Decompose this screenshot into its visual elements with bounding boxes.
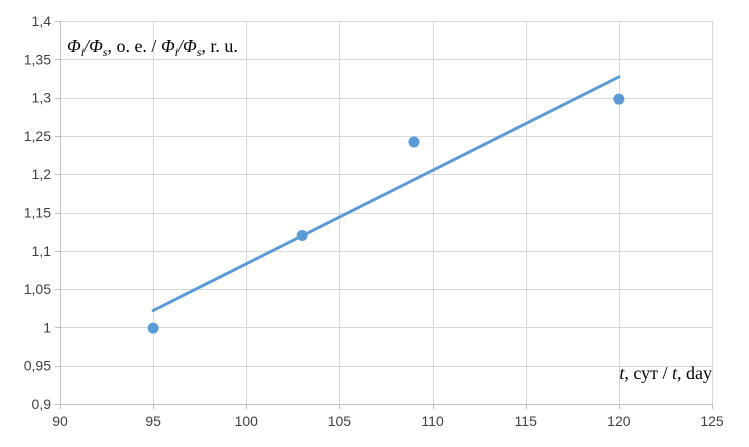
x-tick-label: 125 <box>700 413 724 429</box>
y-tick-label: 1,25 <box>24 128 51 144</box>
trendline <box>151 75 621 313</box>
x-tick-label: 105 <box>328 413 352 429</box>
y-tick-label: 1,3 <box>32 90 52 106</box>
y-title-part: Φ <box>67 36 81 56</box>
x-tick-labels: 90 95 100 105 110 115 120 125 <box>52 413 724 429</box>
y-title-part: Φ <box>183 36 197 56</box>
y-tick-label: 1,4 <box>32 13 52 29</box>
y-title-part: s <box>103 45 108 59</box>
x-tick-label: 100 <box>235 413 259 429</box>
y-tick-label: 1,35 <box>24 51 51 67</box>
data-point <box>147 322 159 334</box>
gridlines <box>60 21 713 404</box>
axes <box>55 21 713 409</box>
x-tick-label: 90 <box>52 413 68 429</box>
trendline-line <box>151 75 621 313</box>
x-tick-label: 115 <box>515 413 538 429</box>
y-title-part: i <box>81 45 84 59</box>
y-tick-labels: 0,9 0,95 1 1,05 1,1 1,15 1,2 1,25 1,3 1,35 1,4 <box>24 13 51 412</box>
y-title-part: / <box>177 36 185 56</box>
x-tick-label: 120 <box>607 413 631 429</box>
x-title-part: t <box>672 363 678 383</box>
x-tick-label: 95 <box>145 413 161 429</box>
x-title-part: t <box>619 363 625 383</box>
data-points <box>147 93 625 334</box>
y-title-part: Φ <box>89 36 103 56</box>
y-tick-label: 1,05 <box>24 281 51 297</box>
y-tick-label: 1,2 <box>32 166 52 182</box>
y-tick-label: 0,9 <box>32 396 52 412</box>
y-title-part: Φ <box>161 36 175 56</box>
y-title-part: , r. u. <box>201 36 238 56</box>
y-tick-label: 1,1 <box>32 243 52 259</box>
y-title-part: , о. е. / <box>107 36 161 56</box>
y-title-part: i <box>175 45 178 59</box>
y-title-part: s <box>197 45 202 59</box>
y-title-part: / <box>83 36 91 56</box>
y-tick-label: 1,15 <box>24 205 51 221</box>
data-point <box>296 229 308 241</box>
x-title-part: , сут / <box>624 363 672 383</box>
x-title-part: , day <box>677 363 712 383</box>
y-tick-label: 0,95 <box>24 358 51 374</box>
data-point <box>408 136 420 148</box>
data-point <box>613 93 625 105</box>
y-axis-title: Φi/Φs, о. е. / Φi/Φs, r. u. <box>67 36 238 59</box>
x-axis-title: t, сут / t, day <box>619 363 712 383</box>
x-tick-label: 110 <box>421 413 444 429</box>
y-tick-label: 1 <box>43 319 51 335</box>
